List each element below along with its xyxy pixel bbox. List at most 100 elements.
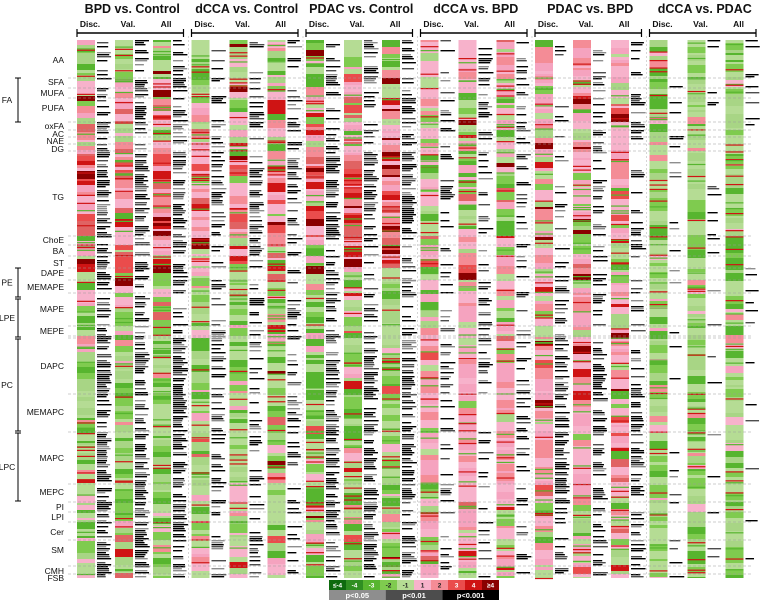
pvalue-mark xyxy=(364,160,379,162)
pvalue-mark xyxy=(326,412,336,414)
pvalue-mark xyxy=(440,444,451,446)
pvalue-column xyxy=(402,40,417,578)
heatmap-cell xyxy=(267,151,286,159)
pvalue-mark xyxy=(173,522,185,524)
heatmap-cell xyxy=(725,159,744,162)
pvalue-mark xyxy=(135,484,146,486)
heatmap-cell xyxy=(535,419,553,421)
pvalue-mark xyxy=(516,398,531,400)
pvalue-mark xyxy=(555,288,567,290)
heatmap-cell xyxy=(649,491,668,498)
pvalue-mark xyxy=(364,214,373,216)
pvalue-mark xyxy=(402,434,415,436)
heatmap-cell xyxy=(420,222,439,225)
heatmap-cell xyxy=(382,270,400,274)
heatmap-cell xyxy=(496,481,515,484)
heatmap-cell xyxy=(344,179,362,182)
heatmap-cell xyxy=(191,62,210,66)
pvalue-mark xyxy=(364,184,375,186)
heatmap-cell xyxy=(306,274,324,278)
pvalue-mark xyxy=(555,292,570,294)
heatmap-cell xyxy=(573,549,591,551)
heatmap-cell xyxy=(535,512,553,515)
pvalue-mark xyxy=(555,474,569,476)
pvalue-mark xyxy=(287,174,297,176)
pvalue-mark xyxy=(173,420,183,422)
pvalue-mark xyxy=(402,378,413,380)
heatmap-cell xyxy=(725,80,744,87)
pvalue-mark xyxy=(364,426,374,428)
pvalue-mark xyxy=(516,138,526,140)
pvalue-mark xyxy=(97,218,111,220)
pvalue-mark xyxy=(478,370,488,372)
heatmap-cell xyxy=(115,87,133,92)
pvalue-mark xyxy=(135,116,144,118)
heatmap-cell xyxy=(306,103,324,105)
pvalue-mark xyxy=(402,366,415,368)
pvalue-mark xyxy=(516,384,530,386)
pvalue-mark xyxy=(173,116,182,118)
pvalue-column xyxy=(516,42,532,574)
heatmap-cell xyxy=(191,530,210,534)
pvalue-mark xyxy=(402,444,414,446)
pvalue-mark xyxy=(555,340,568,342)
pvalue-mark xyxy=(364,390,379,392)
pvalue-mark xyxy=(326,218,341,220)
heatmap-cell xyxy=(420,68,439,75)
heatmap-cell xyxy=(496,507,515,510)
pvalue-mark xyxy=(326,180,339,182)
heatmap-cell xyxy=(687,448,706,450)
pvalue-mark xyxy=(135,90,149,92)
heatmap-cell xyxy=(573,248,591,250)
heatmap-cell xyxy=(420,378,439,380)
heatmap-cell xyxy=(382,277,400,279)
pvalue-mark xyxy=(97,474,112,476)
pvalue-mark xyxy=(326,148,340,150)
pvalue-mark xyxy=(211,332,226,334)
heatmap-cell xyxy=(535,344,553,346)
heatmap-cell xyxy=(496,547,515,549)
heatmap-cell xyxy=(649,278,668,284)
heatmap-cell xyxy=(687,347,706,354)
heatmap-cell xyxy=(535,263,553,269)
pvalue-mark xyxy=(326,394,336,396)
heatmap-cell xyxy=(611,329,629,333)
pvalue-mark xyxy=(669,176,682,178)
heatmap-cell xyxy=(115,557,133,565)
pvalue-mark xyxy=(364,536,375,538)
heatmap-cell xyxy=(725,109,744,114)
pvalue-mark xyxy=(364,170,375,172)
heatmap-cell xyxy=(382,105,400,109)
pvalue-mark xyxy=(249,118,265,120)
pvalue-mark xyxy=(402,334,412,336)
heatmap-cell xyxy=(153,171,171,179)
heatmap-cell xyxy=(649,190,668,192)
pvalue-mark xyxy=(555,358,570,360)
heatmap-cell xyxy=(229,188,248,196)
heatmap-cell xyxy=(267,374,286,381)
pvalue-mark xyxy=(631,228,644,230)
heatmap-cell xyxy=(649,361,668,365)
heatmap-cell xyxy=(306,360,324,364)
heatmap-cell xyxy=(420,512,439,514)
heatmap-cell xyxy=(344,177,362,179)
heatmap-cell xyxy=(496,318,515,322)
heatmap-cell xyxy=(191,66,210,69)
pvalue-mark xyxy=(631,404,641,406)
pvalue-mark xyxy=(402,54,411,56)
pvalue-mark xyxy=(555,522,566,524)
heatmap-cell xyxy=(687,575,706,577)
heatmap-cell xyxy=(77,538,95,541)
heatmap-cell xyxy=(496,570,515,572)
heatmap-cell xyxy=(306,108,324,111)
heatmap-cell xyxy=(344,453,362,461)
heatmap-cell xyxy=(382,248,400,250)
heatmap-cell xyxy=(229,145,248,149)
pvalue-mark xyxy=(287,404,299,406)
pvalue-mark xyxy=(402,480,413,482)
heatmap-cell xyxy=(77,140,95,142)
heatmap-cell xyxy=(687,547,706,551)
pvalue-mark xyxy=(97,432,108,434)
pvalue-mark xyxy=(326,518,341,520)
heatmap-cell xyxy=(115,356,133,361)
